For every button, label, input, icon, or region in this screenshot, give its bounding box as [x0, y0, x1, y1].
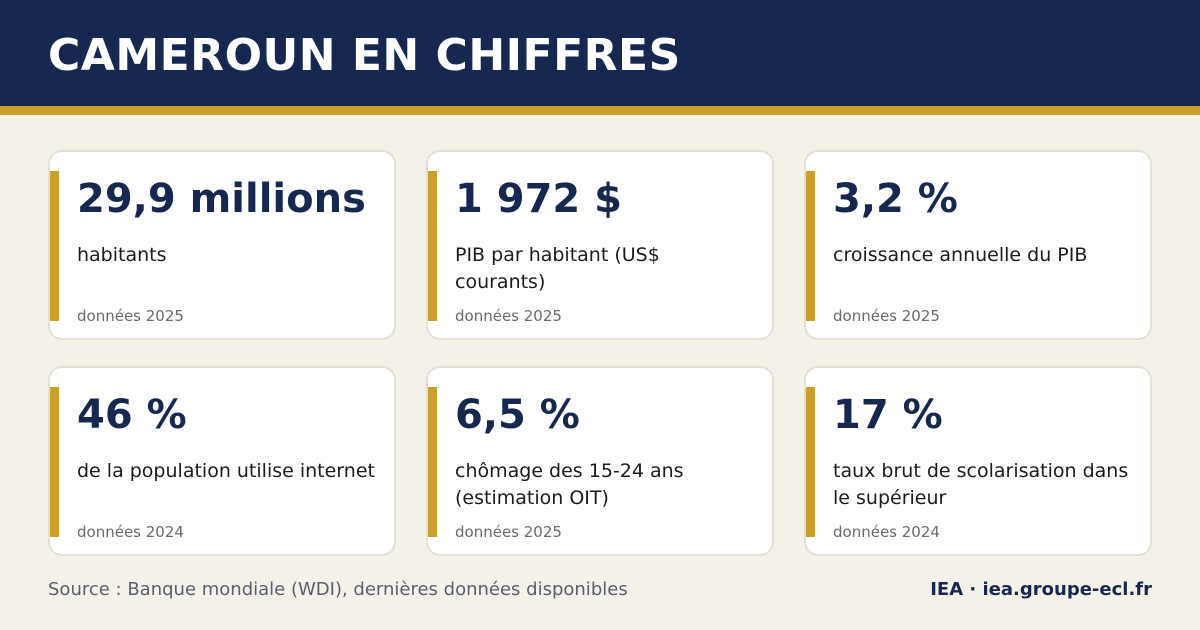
stat-label: PIB par habitant (US$ courants)	[455, 244, 660, 293]
card-accent-bar	[428, 387, 437, 537]
card-accent-bar	[806, 387, 815, 537]
stat-card-population: 29,9 millions habitants données 2025	[48, 150, 396, 340]
stat-card-youth-unemployment: 6,5 % chômage des 15-24 ans (estimation …	[426, 366, 774, 556]
stat-card-gdp-growth: 3,2 % croissance annuelle du PIB données…	[804, 150, 1152, 340]
stat-card-gdp-per-capita: 1 972 $ PIB par habitant (US$ courants) …	[426, 150, 774, 340]
stat-card-internet-usage: 46 % de la population utilise internet d…	[48, 366, 396, 556]
stats-grid: 29,9 millions habitants données 2025 1 9…	[48, 150, 1152, 556]
stat-value: 17 %	[833, 392, 943, 438]
stat-value: 1 972 $	[455, 176, 623, 222]
stat-label: habitants	[77, 244, 167, 266]
card-accent-bar	[428, 171, 437, 321]
stat-year: données 2025	[833, 307, 940, 325]
stat-year: données 2024	[77, 523, 184, 541]
header-banner: CAMEROUN EN CHIFFRES	[0, 0, 1200, 106]
stat-label: de la population utilise internet	[77, 460, 375, 482]
stat-year: données 2025	[455, 523, 562, 541]
header-divider	[0, 106, 1200, 115]
card-accent-bar	[50, 387, 59, 537]
stat-year: données 2024	[833, 523, 940, 541]
stat-year: données 2025	[77, 307, 184, 325]
stat-value: 3,2 %	[833, 176, 958, 222]
stat-value: 29,9 millions	[77, 176, 366, 222]
stat-label: chômage des 15-24 ans (estimation OIT)	[455, 460, 684, 509]
stat-label: croissance annuelle du PIB	[833, 244, 1088, 266]
stat-label: taux brut de scolarisation dans le supér…	[833, 460, 1129, 509]
stat-value: 46 %	[77, 392, 187, 438]
card-accent-bar	[806, 171, 815, 321]
stat-card-tertiary-enrollment: 17 % taux brut de scolarisation dans le …	[804, 366, 1152, 556]
brand-credit: IEA · iea.groupe-ecl.fr	[930, 579, 1152, 600]
stat-value: 6,5 %	[455, 392, 580, 438]
stat-year: données 2025	[455, 307, 562, 325]
page-title: CAMEROUN EN CHIFFRES	[48, 30, 681, 81]
card-accent-bar	[50, 171, 59, 321]
source-note: Source : Banque mondiale (WDI), dernière…	[48, 579, 628, 600]
